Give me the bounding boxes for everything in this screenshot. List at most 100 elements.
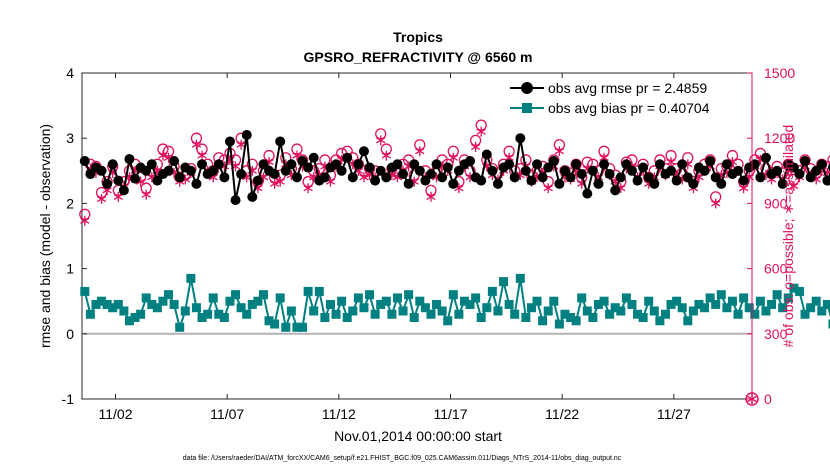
bias-point [750,309,760,319]
assimilated-obs-marker [359,172,369,183]
bias-point [711,299,721,309]
bias-point [298,322,308,332]
bias-point [633,309,643,319]
rmse-point [303,162,314,173]
bias-point [694,299,704,309]
bias-point [454,309,464,319]
rmse-point [532,159,543,170]
y-tick-label-right: 300 [764,326,788,342]
rmse-point [571,159,582,170]
rmse-point [615,172,626,183]
bias-point [755,296,765,306]
rmse-point [197,159,208,170]
plot-area [81,72,753,400]
bias-point [258,290,268,300]
y-tick-label-left: -1 [62,391,75,407]
y-tick-label-right: 600 [764,261,788,277]
bias-point [376,299,386,309]
rmse-point [699,165,710,176]
rmse-point [392,159,403,170]
y-tick-label-left: 3 [66,130,74,146]
bias-point [739,293,749,303]
bias-point [136,309,146,319]
bias-point [236,303,246,313]
rmse-point [286,159,297,170]
bias-point [158,296,168,306]
bias-point [560,309,570,319]
rmse-point [772,165,783,176]
assimilated-obs-marker [80,215,90,226]
rmse-point [269,169,280,180]
rmse-point [130,173,141,184]
bias-point [588,313,598,322]
bias-point [448,290,458,300]
rmse-point [733,165,744,176]
bias-point [744,303,754,313]
bias-point [443,316,453,326]
bias-point [370,309,380,319]
rmse-point [565,172,576,183]
rmse-point [638,162,649,173]
rmse-point [487,165,498,176]
bias-point [554,319,564,329]
rmse-point [403,178,414,189]
assimilated-obs-marker [476,126,486,137]
bias-point [660,309,670,319]
assimilated-obs-marker [275,176,285,187]
rmse-point [342,152,353,163]
bias-point [264,316,274,326]
rmse-point [420,175,431,186]
rmse-point [280,165,291,176]
bias-point [532,296,542,306]
bias-point [337,296,347,306]
bias-point [398,306,408,316]
rmse-point [666,165,677,176]
bias-point [817,306,827,316]
rmse-point [554,178,565,189]
bias-point [543,306,553,316]
bias-point [309,306,319,316]
rmse-point [174,172,185,183]
bias-point [577,293,587,303]
bias-point [515,273,525,283]
rmse-point [481,149,492,160]
rmse-point [442,162,453,173]
bias-point [510,309,520,319]
rmse-point [755,172,766,183]
bias-point [91,299,101,309]
origin-possible-marker [745,392,759,406]
assimilated-obs-marker [141,189,151,200]
bias-point [197,313,207,322]
bias-point [610,303,620,313]
rmse-point [777,178,788,189]
rmse-point [118,185,129,196]
x-axis-label: Nov.01,2014 00:00:00 start [334,428,502,444]
rmse-point [224,136,235,147]
rmse-point [465,156,476,167]
bias-point [387,309,397,319]
legend-rmse-marker [521,82,533,94]
bias-point [526,303,536,313]
rmse-point [146,159,157,170]
bias-point [348,306,358,316]
rmse-point [649,178,660,189]
bias-point [392,293,402,303]
bias-point [331,309,341,319]
bias-point [303,286,313,296]
bias-point [772,290,782,300]
bias-point [465,299,475,309]
rmse-point [448,178,459,189]
legend: obs avg rmse pr = 2.4859 obs avg bias pr… [510,80,710,116]
bias-point [141,293,151,303]
bias-point [599,296,609,306]
bias-point [404,290,414,300]
rmse-point [738,175,749,186]
rmse-point [587,165,598,176]
bias-point [325,299,335,309]
bias-point [733,309,743,319]
assimilated-obs-marker [113,191,123,202]
rmse-point [331,159,342,170]
rmse-point [113,175,124,186]
bias-point [359,303,369,313]
bias-point [493,306,503,316]
